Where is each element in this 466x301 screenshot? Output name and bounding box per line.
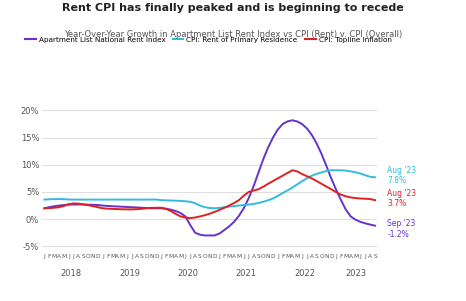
Text: 2021: 2021 <box>236 269 257 278</box>
Text: 2023: 2023 <box>345 269 366 278</box>
Text: Aug '23
3.7%: Aug '23 3.7% <box>387 189 416 208</box>
Legend: Apartment List National Rent Index, CPI: Rent of Primary Residence, CPI: Topline: Apartment List National Rent Index, CPI:… <box>22 34 394 45</box>
Text: Sep '23
-1.2%: Sep '23 -1.2% <box>387 219 416 239</box>
Text: Year-Over-Year Growth in Apartment List Rent Index vs CPI (Rent) v. CPI (Overall: Year-Over-Year Growth in Apartment List … <box>64 30 402 39</box>
Text: 2019: 2019 <box>119 269 140 278</box>
Text: 2020: 2020 <box>178 269 199 278</box>
Text: Aug '23
7.8%: Aug '23 7.8% <box>387 166 416 185</box>
Text: Rent CPI has finally peaked and is beginning to recede: Rent CPI has finally peaked and is begin… <box>62 3 404 13</box>
Text: 2018: 2018 <box>61 269 82 278</box>
Text: 2022: 2022 <box>294 269 315 278</box>
